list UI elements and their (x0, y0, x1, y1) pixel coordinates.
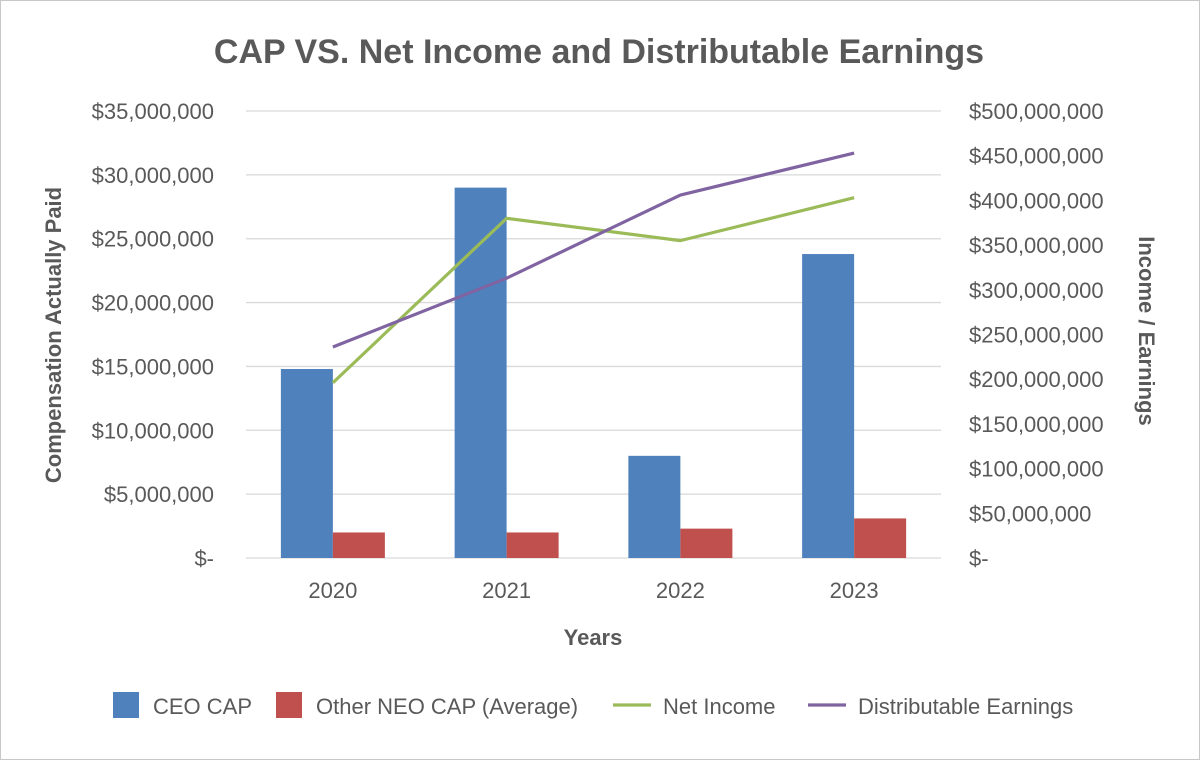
x-tick-label: 2021 (482, 578, 531, 603)
chart-title: CAP VS. Net Income and Distributable Ear… (214, 33, 984, 71)
distributable-earnings-line (332, 151, 855, 349)
y2-tick-label: $350,000,000 (969, 233, 1104, 258)
legend-swatch (276, 692, 302, 718)
y-tick-label: $30,000,000 (92, 163, 214, 188)
legend: CEO CAP Other NEO CAP (Average) Net Income… (113, 692, 1073, 719)
other-neo-cap-bar (332, 532, 385, 558)
y-tick-label: $35,000,000 (92, 99, 214, 124)
ceo-cap-bar (802, 254, 855, 559)
x-axis-title: Years (564, 625, 623, 650)
other-neo-cap-bar (854, 518, 907, 558)
y-axis-title: Compensation Actually Paid (41, 187, 66, 483)
ceo-cap-bar (454, 187, 507, 558)
x-tick-label: 2023 (830, 578, 879, 603)
other-neo-cap-bar (680, 528, 733, 558)
y2-tick-label: $250,000,000 (969, 323, 1104, 348)
y2-axis-ticks: $- $50,000,000 $100,000,000 $150,000,000 $20… (969, 99, 1104, 571)
bars (280, 187, 907, 559)
lines (331, 151, 855, 384)
y-tick-label: $20,000,000 (92, 291, 214, 316)
y2-tick-label: $450,000,000 (969, 144, 1104, 169)
ceo-cap-bar (628, 455, 681, 558)
x-tick-label: 2022 (656, 578, 705, 603)
y-axis-ticks: $- $5,000,000 $10,000,000 $15,000,000 $20,00… (92, 99, 214, 571)
net-income-line (331, 196, 855, 384)
x-axis-ticks: 2020 2021 2022 2023 (308, 578, 878, 603)
y2-tick-label: $400,000,000 (969, 188, 1104, 213)
y2-tick-label: $500,000,000 (969, 99, 1104, 124)
legend-label: Other NEO CAP (Average) (316, 694, 578, 719)
y2-tick-label: $50,000,000 (969, 501, 1091, 526)
y2-axis-title: Income / Earnings (1134, 236, 1159, 426)
y2-tick-label: $150,000,000 (969, 412, 1104, 437)
legend-label: Distributable Earnings (858, 694, 1073, 719)
gridlines (246, 110, 941, 559)
y-tick-label: $15,000,000 (92, 354, 214, 379)
other-neo-cap-bar (506, 532, 559, 558)
y2-tick-label: $100,000,000 (969, 457, 1104, 482)
legend-swatch (113, 692, 139, 718)
y-tick-label: $25,000,000 (92, 227, 214, 252)
y-tick-label: $10,000,000 (92, 418, 214, 443)
y-tick-label: $- (194, 546, 214, 571)
legend-label: CEO CAP (153, 694, 252, 719)
y2-tick-label: $200,000,000 (969, 367, 1104, 392)
y2-tick-label: $- (969, 546, 989, 571)
legend-label: Net Income (663, 694, 776, 719)
x-tick-label: 2020 (308, 578, 357, 603)
ceo-cap-bar (280, 368, 333, 558)
y-tick-label: $5,000,000 (104, 482, 214, 507)
y2-tick-label: $300,000,000 (969, 278, 1104, 303)
